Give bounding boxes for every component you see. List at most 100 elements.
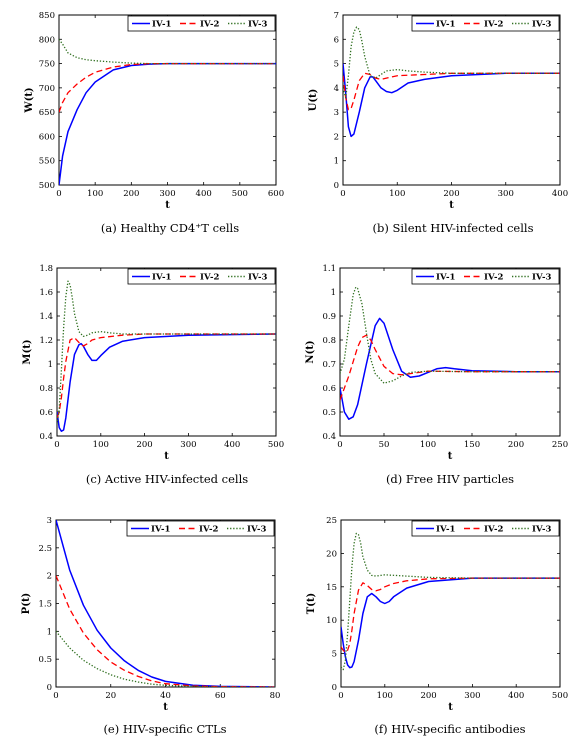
y-tick-label: 1	[334, 157, 339, 167]
plot-frame	[55, 519, 276, 688]
plot-frame	[58, 14, 277, 186]
y-tick-label: 1.2	[39, 336, 53, 346]
x-tick-label: 250	[552, 440, 568, 450]
x-tick-label: 60	[215, 691, 226, 701]
series-line-iv-3	[56, 630, 275, 687]
x-tick-label: 500	[268, 440, 284, 450]
legend-box	[411, 268, 560, 285]
x-tick-label: 100	[420, 440, 436, 450]
legend-label-iv-3: IV-3	[248, 20, 267, 30]
x-tick-label: 200	[508, 440, 524, 450]
series-line-iv-2	[56, 575, 275, 687]
legend-label-iv-3: IV-3	[247, 525, 266, 535]
y-axis-label: M(t)	[22, 339, 33, 364]
y-tick-label: 0	[334, 181, 339, 191]
legend-label-iv-2: IV-2	[200, 273, 219, 283]
series-line-iv-1	[56, 520, 275, 687]
y-tick-label: 550	[39, 157, 55, 167]
caption-d: (d) Free HIV particles	[385, 472, 515, 486]
y-tick-label: 1.4	[39, 312, 53, 322]
legend-label-iv-1: IV-1	[151, 525, 170, 535]
x-tick-label: 20	[105, 691, 116, 701]
y-tick-label: 15	[326, 583, 337, 593]
legend-label-iv-1: IV-1	[436, 525, 455, 535]
x-tick-label: 300	[464, 691, 480, 701]
x-tick-label: 300	[498, 189, 514, 199]
y-tick-label: 700	[39, 84, 55, 94]
x-tick-label: 50	[379, 440, 390, 450]
series-line-iv-2	[340, 334, 560, 401]
y-tick-label: 850	[39, 11, 55, 21]
series-line-iv-3	[343, 26, 560, 99]
y-tick-label: 25	[326, 516, 337, 526]
x-tick-label: 200	[123, 189, 139, 199]
series-line-iv-3	[57, 280, 276, 425]
x-tick-label: 100	[93, 440, 109, 450]
x-tick-label: 200	[443, 189, 459, 199]
y-tick-label: 1.8	[39, 264, 53, 274]
legend-label-iv-3: IV-3	[532, 20, 551, 30]
legend-label-iv-2: IV-2	[484, 273, 503, 283]
legend-label-iv-3: IV-3	[248, 273, 267, 283]
series-line-iv-1	[57, 333, 276, 432]
x-tick-label: 0	[54, 440, 59, 450]
x-tick-label: 150	[464, 440, 480, 450]
y-tick-label: 0.5	[322, 408, 336, 418]
y-tick-label: 0.7	[322, 360, 336, 370]
x-tick-label: 400	[508, 691, 524, 701]
series-line-iv-1	[59, 62, 276, 185]
y-tick-label: 0.4	[322, 432, 336, 442]
x-axis-label: t	[164, 451, 169, 462]
x-tick-label: 100	[389, 189, 405, 199]
x-tick-label: 200	[420, 691, 436, 701]
y-axis-label: P(t)	[21, 593, 32, 615]
x-tick-label: 300	[159, 189, 175, 199]
plot-frame	[340, 519, 561, 688]
y-tick-label: 2.5	[38, 544, 52, 554]
legend-box	[126, 520, 275, 537]
legend: IV-1 IV-2 IV-3	[127, 268, 276, 285]
legend-label-iv-2: IV-2	[199, 525, 218, 535]
series-line-iv-2	[57, 333, 276, 419]
legend-label-iv-2: IV-2	[484, 525, 503, 535]
y-tick-label: 10	[326, 616, 337, 626]
plot-frame	[56, 267, 277, 437]
legend: IV-1 IV-2 IV-3	[126, 520, 275, 537]
y-tick-label: 2	[47, 572, 52, 582]
x-tick-label: 200	[136, 440, 152, 450]
caption-c: (c) Active HIV-infected cells	[85, 472, 249, 486]
series-line-iv-3	[59, 38, 276, 65]
y-tick-label: 1.5	[38, 600, 52, 610]
x-axis-label: t	[449, 200, 454, 211]
y-axis-label: T(t)	[306, 593, 317, 615]
series-line-iv-1	[343, 63, 560, 138]
y-tick-label: 1	[48, 360, 53, 370]
legend-label-iv-2: IV-2	[200, 20, 219, 30]
caption-f: (f) HIV-specific antibodies	[374, 722, 526, 736]
x-tick-label: 0	[340, 189, 345, 199]
x-tick-label: 40	[160, 691, 171, 701]
legend-label-iv-2: IV-2	[484, 20, 503, 30]
legend-box	[411, 520, 560, 537]
chart-panel-d: 0 50 100 150 200 250 0.4 0.5 0.6 0.7 0.8 0.9 1 1.1 t N(…	[305, 264, 568, 462]
y-axis-label: W(t)	[24, 87, 35, 113]
x-axis-label: t	[163, 702, 168, 713]
legend: IV-1 IV-2 IV-3	[127, 15, 276, 32]
y-tick-label: 1	[47, 627, 52, 637]
chart-panel-e: 0 20 40 60 80 0 0.5 1 1.5 2 2.5 3 t P(t) IV-1 IV-2 IV-3	[21, 516, 280, 713]
y-tick-label: 600	[39, 132, 55, 142]
legend-label-iv-3: IV-3	[532, 525, 551, 535]
x-tick-label: 100	[377, 691, 393, 701]
series-line-iv-3	[340, 286, 560, 384]
y-tick-label: 0.9	[322, 312, 336, 322]
legend-box	[127, 15, 276, 32]
y-axis-label: U(t)	[308, 89, 319, 112]
x-tick-label: 500	[552, 691, 568, 701]
y-tick-label: 0.6	[322, 384, 336, 394]
legend-box	[127, 268, 276, 285]
legend-label-iv-1: IV-1	[436, 273, 455, 283]
y-tick-label: 800	[39, 35, 55, 45]
series-line-iv-1	[341, 577, 560, 669]
